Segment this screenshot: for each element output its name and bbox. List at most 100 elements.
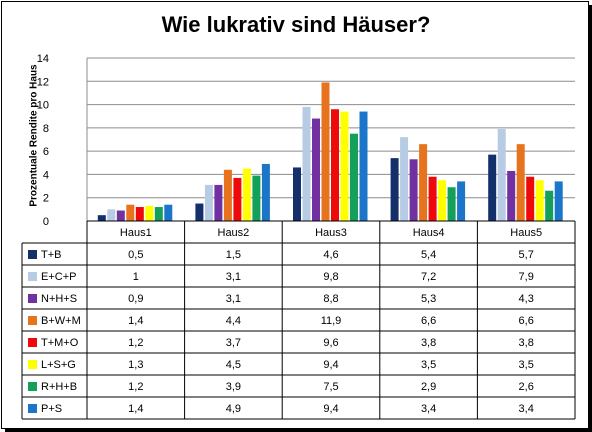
data-label: 1,4: [128, 403, 143, 415]
bar: [164, 204, 173, 221]
y-tick-label: 12: [37, 76, 49, 88]
y-tick-label: 10: [37, 100, 49, 112]
legend-swatch: [28, 404, 37, 413]
x-tick-label: Haus3: [315, 227, 347, 239]
bar: [293, 167, 301, 221]
bar: [145, 205, 154, 221]
legend-label: R+H+B: [41, 381, 77, 393]
data-label: 6,6: [421, 315, 436, 327]
data-label: 3,9: [226, 381, 241, 393]
y-tick-label: 8: [43, 123, 49, 135]
bar: [419, 144, 428, 221]
bar: [428, 176, 437, 221]
legend-swatch: [28, 316, 37, 325]
bar: [302, 106, 311, 221]
bar: [409, 159, 418, 221]
data-label: 2,6: [519, 381, 534, 393]
bar: [135, 207, 144, 221]
bar: [535, 180, 544, 221]
legend-swatch: [28, 250, 37, 259]
legend-label: P+S: [41, 403, 62, 415]
bar: [507, 170, 516, 221]
bar: [195, 203, 204, 221]
bar: [340, 111, 349, 221]
legend-swatch: [28, 382, 37, 391]
data-label: 1,4: [128, 315, 143, 327]
bar: [116, 210, 125, 221]
data-label: 3,4: [421, 403, 436, 415]
bar: [214, 184, 223, 221]
chart-title: Wie lukrativ sind Häuser?: [161, 12, 431, 37]
legend-label: N+H+S: [41, 293, 77, 305]
bar: [223, 169, 232, 221]
data-label: 4,5: [226, 359, 241, 371]
bar: [497, 129, 506, 221]
legend-swatch: [28, 272, 37, 281]
data-label: 3,1: [226, 293, 241, 305]
bar: [438, 180, 447, 221]
bar: [359, 111, 368, 221]
bar: [331, 109, 339, 221]
data-label: 2,9: [421, 381, 436, 393]
y-tick-label: 2: [43, 193, 49, 205]
data-label: 4,4: [226, 315, 241, 327]
legend-label: T+B: [41, 249, 61, 261]
bar: [321, 82, 330, 221]
data-label: 4,3: [519, 293, 534, 305]
bar: [516, 144, 525, 221]
data-label: 7,5: [323, 381, 338, 393]
data-label: 0,5: [128, 249, 143, 261]
bar: [350, 133, 358, 221]
bar: [154, 207, 163, 221]
data-label: 1,5: [226, 249, 241, 261]
data-label: 1,3: [128, 359, 143, 371]
data-label: 4,6: [323, 249, 338, 261]
y-tick-label: 6: [43, 146, 49, 158]
x-tick-label: Haus5: [510, 227, 542, 239]
data-label: 3,8: [421, 337, 436, 349]
legend-label: T+M+O: [41, 337, 79, 349]
data-label: 1,2: [128, 381, 143, 393]
data-label: 6,6: [519, 315, 534, 327]
data-label: 8,8: [323, 293, 338, 305]
frame-shadow-bottom: [5, 429, 592, 432]
data-label: 3,1: [226, 271, 241, 283]
data-label: 9,4: [323, 359, 338, 371]
data-label: 1,2: [128, 337, 143, 349]
bar: [400, 137, 409, 221]
data-label: 9,4: [323, 403, 338, 415]
data-label: 3,7: [226, 337, 241, 349]
data-label: 3,8: [519, 337, 534, 349]
data-label: 5,3: [421, 293, 436, 305]
data-label: 7,2: [421, 271, 436, 283]
frame-shadow-right: [589, 5, 592, 432]
bar: [252, 175, 261, 221]
legend-label: E+C+P: [41, 271, 76, 283]
data-label: 3,4: [519, 403, 534, 415]
bar: [97, 215, 106, 221]
y-tick-label: 0: [43, 216, 49, 228]
bar: [312, 118, 320, 221]
data-label: 3,5: [519, 359, 534, 371]
data-label: 3,5: [421, 359, 436, 371]
x-tick-label: Haus4: [413, 227, 445, 239]
bar: [261, 163, 270, 221]
bar: [242, 168, 251, 221]
bar: [447, 187, 456, 221]
y-tick-label: 4: [43, 169, 49, 181]
bar: [545, 190, 554, 221]
data-label: 1: [133, 271, 139, 283]
bar: [488, 154, 497, 221]
data-label: 0,9: [128, 293, 143, 305]
data-label: 5,4: [421, 249, 436, 261]
bar: [204, 184, 213, 221]
bar: [233, 177, 242, 221]
bar: [126, 204, 135, 221]
y-tick-label: 14: [37, 53, 49, 65]
legend-swatch: [28, 360, 37, 369]
data-label: 5,7: [519, 249, 534, 261]
bar: [107, 209, 116, 221]
x-tick-label: Haus2: [218, 227, 250, 239]
